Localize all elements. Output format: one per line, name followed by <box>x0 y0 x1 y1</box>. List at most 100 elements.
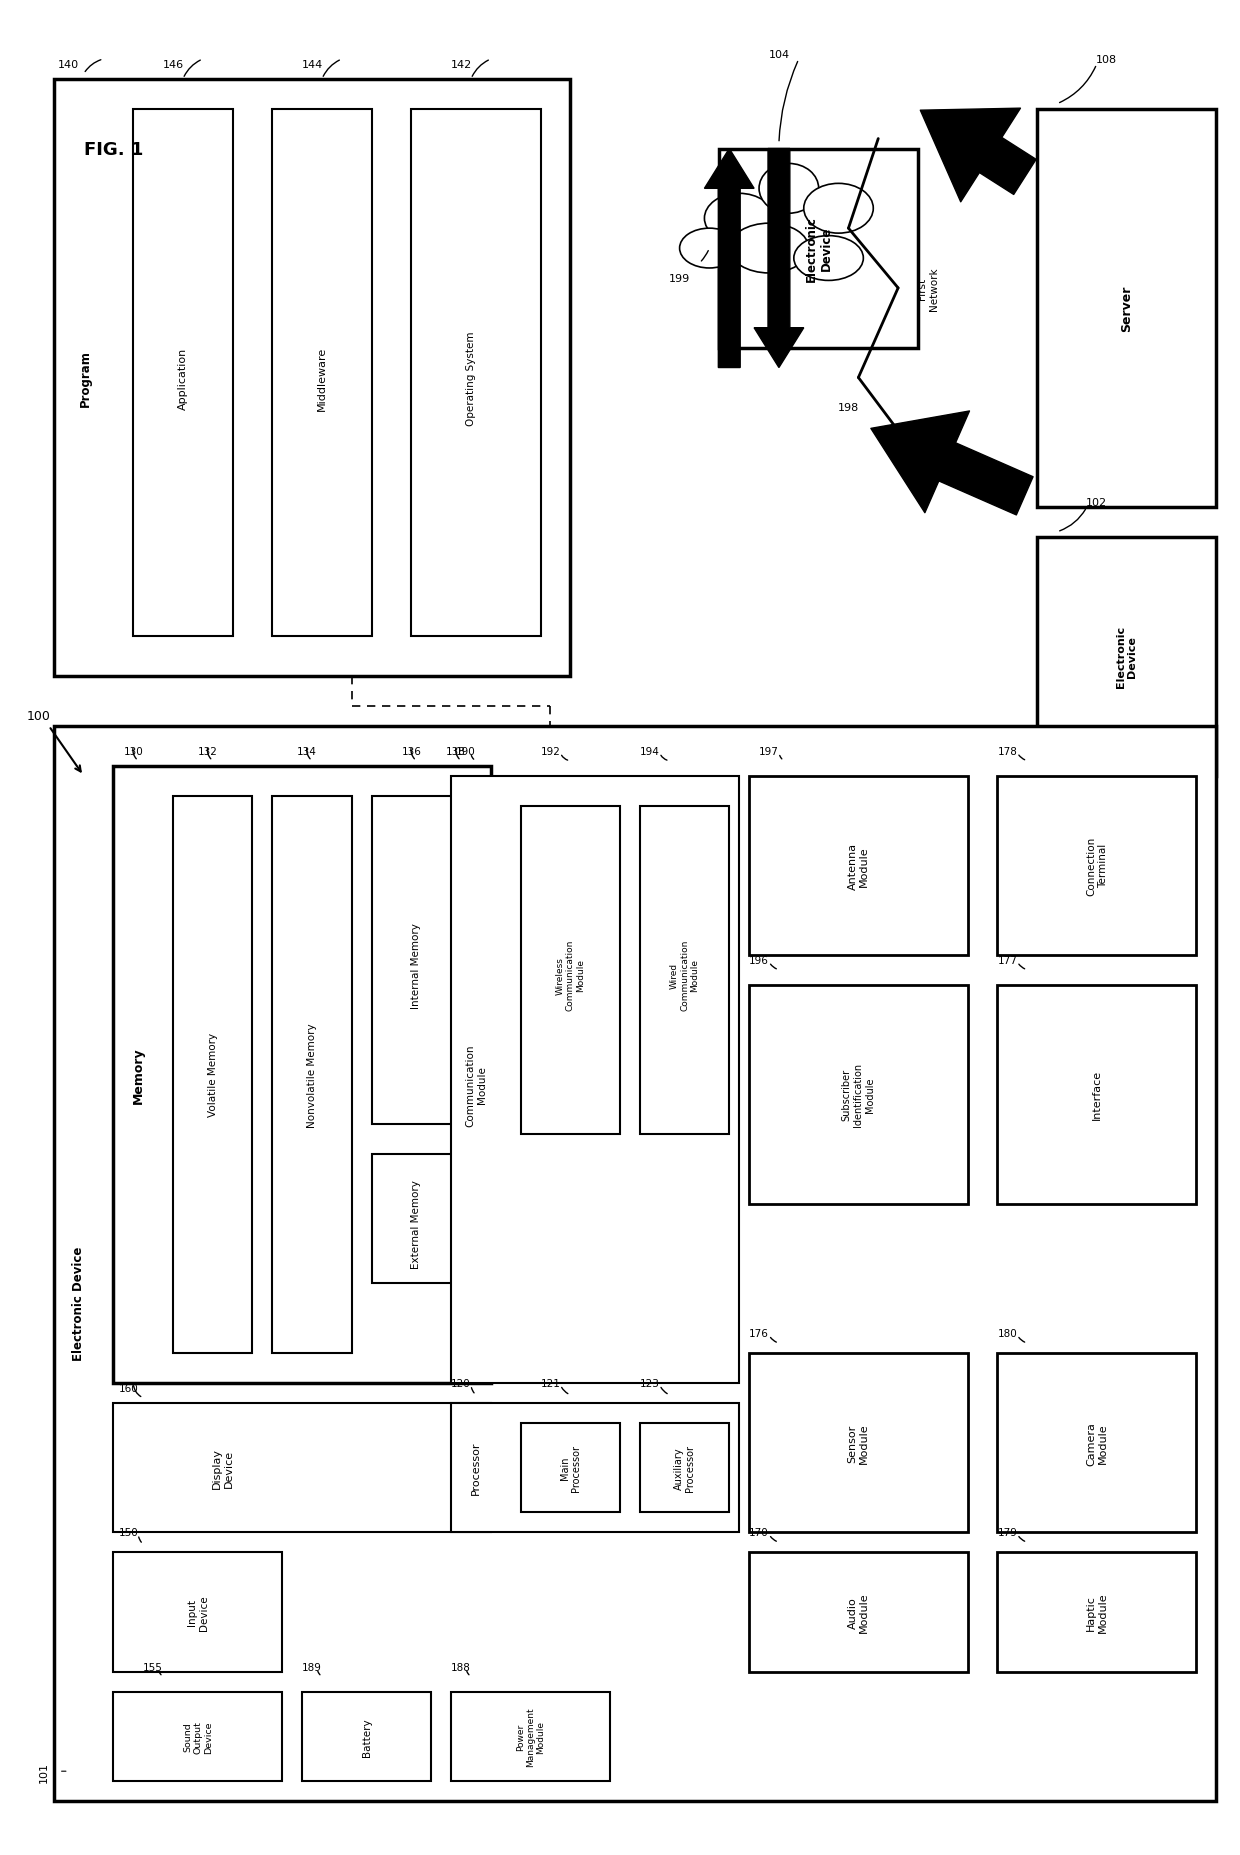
Text: 108: 108 <box>1096 56 1117 65</box>
Text: 177: 177 <box>997 955 1017 965</box>
Text: 170: 170 <box>749 1527 769 1538</box>
Text: Application: Application <box>179 347 188 410</box>
Bar <box>273 109 372 636</box>
Text: Electronic Device: Electronic Device <box>72 1247 86 1362</box>
Text: Second
Network: Second Network <box>768 208 790 250</box>
Text: External Memory: External Memory <box>412 1180 422 1269</box>
Text: Camera
Module: Camera Module <box>1086 1421 1107 1465</box>
Text: Auxiliary
Processor: Auxiliary Processor <box>673 1445 696 1491</box>
Ellipse shape <box>704 195 774 245</box>
Text: 178: 178 <box>997 746 1017 757</box>
Bar <box>113 1692 283 1781</box>
Text: FIG. 1: FIG. 1 <box>83 141 143 158</box>
FancyArrow shape <box>754 150 804 369</box>
Text: Electronic
Device: Electronic Device <box>1116 625 1137 688</box>
Text: Power
Management
Module: Power Management Module <box>516 1707 546 1766</box>
Bar <box>113 766 491 1384</box>
Text: Electronic
Device: Electronic Device <box>805 215 832 282</box>
Bar <box>113 1402 491 1532</box>
Bar <box>749 1354 967 1532</box>
Text: Middleware: Middleware <box>317 347 327 410</box>
Text: 179: 179 <box>997 1527 1017 1538</box>
Text: 123: 123 <box>640 1378 660 1388</box>
Ellipse shape <box>759 165 818 213</box>
Bar <box>303 1692 432 1781</box>
Bar <box>451 1692 610 1781</box>
Bar <box>1037 538 1216 775</box>
Bar <box>451 775 739 1384</box>
Text: 136: 136 <box>402 746 422 757</box>
Bar <box>53 727 1216 1801</box>
Bar <box>53 80 570 677</box>
Text: Server: Server <box>1120 286 1133 332</box>
Text: Haptic
Module: Haptic Module <box>1086 1592 1107 1632</box>
Text: First
Network: First Network <box>918 267 939 310</box>
Ellipse shape <box>680 228 739 269</box>
Text: 198: 198 <box>838 403 859 414</box>
Text: 194: 194 <box>640 746 660 757</box>
Text: Connection
Terminal: Connection Terminal <box>1086 837 1107 896</box>
Text: 176: 176 <box>749 1328 769 1339</box>
Text: Battery: Battery <box>362 1718 372 1755</box>
Text: Communication
Module: Communication Module <box>465 1044 487 1126</box>
Bar <box>640 807 729 1135</box>
Bar <box>372 796 461 1124</box>
Bar <box>273 796 352 1354</box>
Text: 189: 189 <box>303 1662 322 1671</box>
Text: Antenna
Module: Antenna Module <box>848 842 869 889</box>
Text: 144: 144 <box>301 59 322 70</box>
Text: Wireless
Communication
Module: Wireless Communication Module <box>556 940 585 1011</box>
Text: Volatile Memory: Volatile Memory <box>208 1033 218 1117</box>
Text: 197: 197 <box>759 746 779 757</box>
Text: Subscriber
Identification
Module: Subscriber Identification Module <box>842 1063 875 1126</box>
Bar <box>1037 109 1216 508</box>
Text: 192: 192 <box>541 746 560 757</box>
Ellipse shape <box>729 224 808 275</box>
FancyArrow shape <box>704 150 754 369</box>
Text: 150: 150 <box>119 1527 138 1538</box>
Text: 142: 142 <box>450 59 471 70</box>
Bar <box>997 1553 1197 1671</box>
Text: Audio
Module: Audio Module <box>848 1592 869 1632</box>
Bar <box>640 1423 729 1512</box>
Text: Program: Program <box>79 351 92 406</box>
Bar <box>997 775 1197 955</box>
Bar <box>997 1354 1197 1532</box>
Bar <box>521 1423 620 1512</box>
Text: 100: 100 <box>27 710 51 723</box>
Text: 101: 101 <box>38 1760 48 1783</box>
Text: 155: 155 <box>144 1662 164 1671</box>
Text: 130: 130 <box>124 746 143 757</box>
Bar <box>412 109 541 636</box>
Bar <box>174 796 253 1354</box>
Text: Wired
Communication
Module: Wired Communication Module <box>670 940 699 1011</box>
Text: 199: 199 <box>668 275 691 284</box>
Text: 146: 146 <box>162 59 184 70</box>
Text: 180: 180 <box>997 1328 1017 1339</box>
Text: Operating System: Operating System <box>466 330 476 425</box>
Bar <box>749 775 967 955</box>
Text: Interface: Interface <box>1091 1070 1102 1120</box>
Text: 190: 190 <box>456 746 476 757</box>
Bar <box>521 807 620 1135</box>
Bar <box>997 985 1197 1204</box>
Text: 140: 140 <box>58 59 79 70</box>
Text: 104: 104 <box>769 50 790 59</box>
Text: Display
Device: Display Device <box>212 1447 233 1488</box>
Text: 188: 188 <box>451 1662 471 1671</box>
Text: 102: 102 <box>1086 497 1107 508</box>
Bar <box>451 1402 739 1532</box>
Text: 196: 196 <box>749 955 769 965</box>
Bar <box>719 150 918 349</box>
Text: 138: 138 <box>446 746 466 757</box>
Text: Nonvolatile Memory: Nonvolatile Memory <box>308 1022 317 1128</box>
Text: Internal Memory: Internal Memory <box>412 922 422 1009</box>
Bar <box>749 985 967 1204</box>
Text: Memory: Memory <box>131 1046 145 1104</box>
Text: 160: 160 <box>119 1384 138 1393</box>
Text: 134: 134 <box>298 746 317 757</box>
Text: Sound
Output
Device: Sound Output Device <box>184 1720 213 1753</box>
Text: Input
Device: Input Device <box>187 1593 208 1631</box>
Ellipse shape <box>794 236 863 282</box>
Text: 132: 132 <box>198 746 218 757</box>
